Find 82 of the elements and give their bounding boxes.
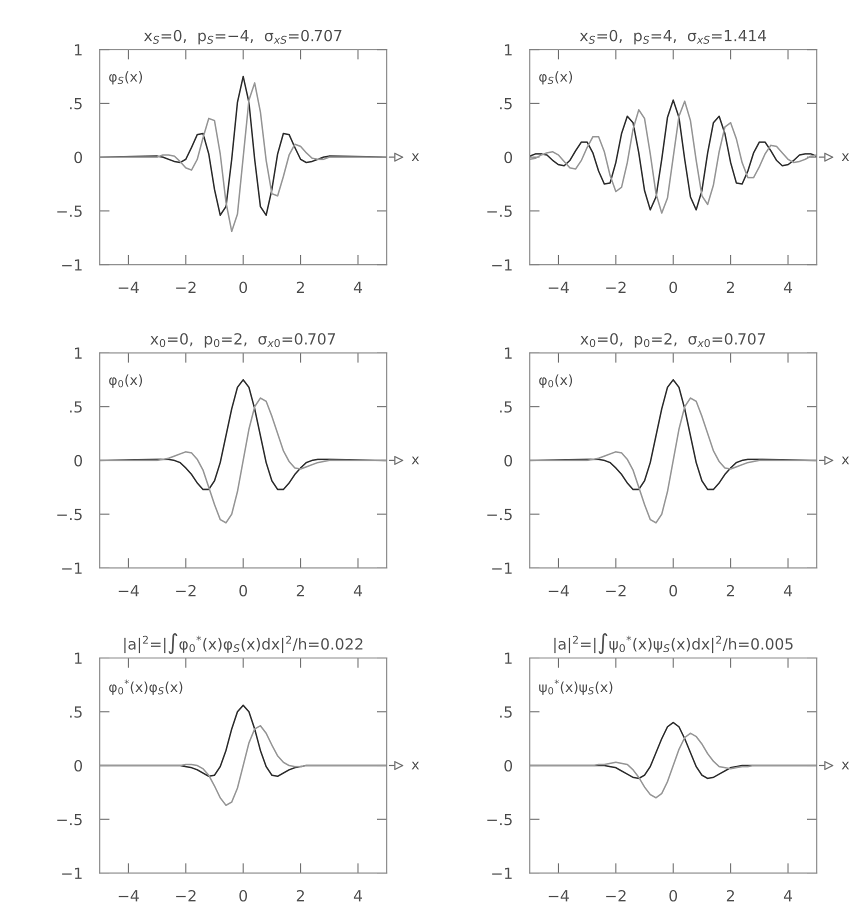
x-tick-label: 4	[784, 585, 792, 596]
x-tick-label: 0	[669, 584, 678, 596]
x-tick-label: −2	[176, 282, 196, 293]
x-tick-label: −4	[118, 585, 139, 596]
chart-title: |a|$^{2}$=|∫ψ$_{0}$$^{*}$(x)ψ$_{S}$(x)dx|$^{2}$/h=0.005	[554, 633, 793, 654]
y-tick-label: −1	[492, 259, 512, 270]
annotation: ψ$_{0}$$^{*}$(x)ψ$_{S}$(x)	[539, 680, 612, 695]
x-tick-label: 2	[726, 890, 734, 902]
x-tick-label: 4	[354, 585, 362, 596]
chart-title: |a|$^{2}$=|∫φ$_{0}$$^{*}$(x)φ$_{S}$(x)dx|$^{2}$/h=0.022	[124, 633, 362, 654]
y-tick-label: −1	[492, 868, 512, 879]
x-tick-label: −4	[548, 890, 569, 902]
y-tick-label: 1	[74, 652, 82, 664]
y-tick-label: 0	[74, 760, 82, 772]
annotation: φ$_{0}$(x)	[539, 374, 572, 388]
chart-title: x$_{0}$=0, p$_{0}$=2, σ$_{x0}$=0.707	[580, 333, 766, 348]
x-tick-label: −4	[548, 585, 569, 596]
x-tick-label: −4	[548, 282, 569, 293]
x-tick-label: 4	[354, 890, 362, 902]
y-tick-label: 0	[74, 152, 82, 164]
x-tick-label: 4	[784, 890, 792, 902]
x-axis-title: x	[412, 153, 420, 161]
y-tick-label: −1	[492, 562, 512, 574]
annotation: φ$_{0}$(x)	[109, 374, 142, 388]
x-tick-label: 0	[669, 282, 678, 294]
y-tick-label: .5	[500, 706, 512, 718]
y-tick-label: .5	[500, 401, 512, 413]
annotation: φ$_{S}$(x)	[109, 71, 142, 85]
y-tick-label: .5	[70, 706, 82, 718]
y-tick-label: .5	[70, 401, 82, 413]
y-tick-label: −.5	[57, 508, 82, 520]
chart-title: x$_{S}$=0, p$_{S}$=4, σ$_{xS}$=1.414	[580, 30, 766, 44]
y-tick-label: −1	[62, 259, 82, 270]
x-tick-label: 0	[239, 890, 248, 902]
x-axis-title: x	[412, 762, 420, 770]
y-tick-label: 0	[504, 152, 512, 164]
chart-title: x$_{0}$=0, p$_{0}$=2, σ$_{x0}$=0.707	[150, 333, 336, 348]
x-tick-label: 0	[669, 890, 678, 902]
chart-title: x$_{S}$=0, p$_{S}$=−4, σ$_{xS}$=0.707	[144, 30, 342, 44]
x-tick-label: −2	[176, 584, 196, 596]
y-tick-label: .5	[500, 98, 512, 110]
x-axis-title: x	[842, 153, 850, 161]
x-tick-label: −2	[176, 890, 196, 902]
y-tick-label: 0	[504, 454, 512, 466]
x-tick-label: 4	[354, 282, 362, 293]
x-tick-label: 2	[726, 282, 734, 293]
x-tick-label: −2	[606, 584, 626, 596]
line-series	[530, 397, 817, 524]
x-tick-label: 2	[726, 584, 734, 596]
x-tick-label: −2	[606, 890, 626, 902]
y-tick-label: 1	[505, 348, 512, 359]
y-tick-label: 0	[74, 454, 82, 466]
annotation: φ$_{0}$$^{*}$(x)φ$_{S}$(x)	[109, 680, 182, 695]
x-tick-label: 2	[296, 282, 304, 293]
y-tick-label: −.5	[487, 508, 512, 520]
y-tick-label: −.5	[57, 814, 82, 826]
x-tick-label: 2	[296, 584, 304, 596]
line-series	[100, 397, 387, 524]
y-tick-label: 1	[505, 652, 512, 664]
line-series	[530, 732, 817, 799]
y-tick-label: 1	[74, 348, 82, 359]
x-tick-label: −4	[118, 282, 139, 293]
x-tick-label: −2	[606, 282, 626, 293]
x-tick-label: −4	[118, 890, 139, 902]
y-tick-label: 1	[505, 44, 512, 56]
y-tick-label: −.5	[57, 206, 82, 217]
x-axis-title: x	[412, 456, 420, 464]
y-tick-label: 1	[74, 44, 82, 56]
y-tick-label: .5	[70, 98, 82, 110]
x-tick-label: 4	[784, 282, 792, 293]
y-tick-label: 0	[504, 760, 512, 772]
y-tick-label: −.5	[487, 814, 512, 826]
x-tick-label: 0	[239, 584, 248, 596]
annotation: φ$_{S}$(x)	[539, 71, 572, 85]
line-series	[100, 724, 387, 806]
y-tick-label: −1	[62, 562, 82, 574]
y-tick-label: −.5	[487, 206, 512, 217]
x-tick-label: 0	[239, 282, 248, 294]
x-axis-title: x	[842, 456, 850, 464]
y-tick-label: −1	[62, 868, 82, 879]
x-axis-title: x	[842, 762, 850, 770]
x-tick-label: 2	[296, 890, 304, 902]
